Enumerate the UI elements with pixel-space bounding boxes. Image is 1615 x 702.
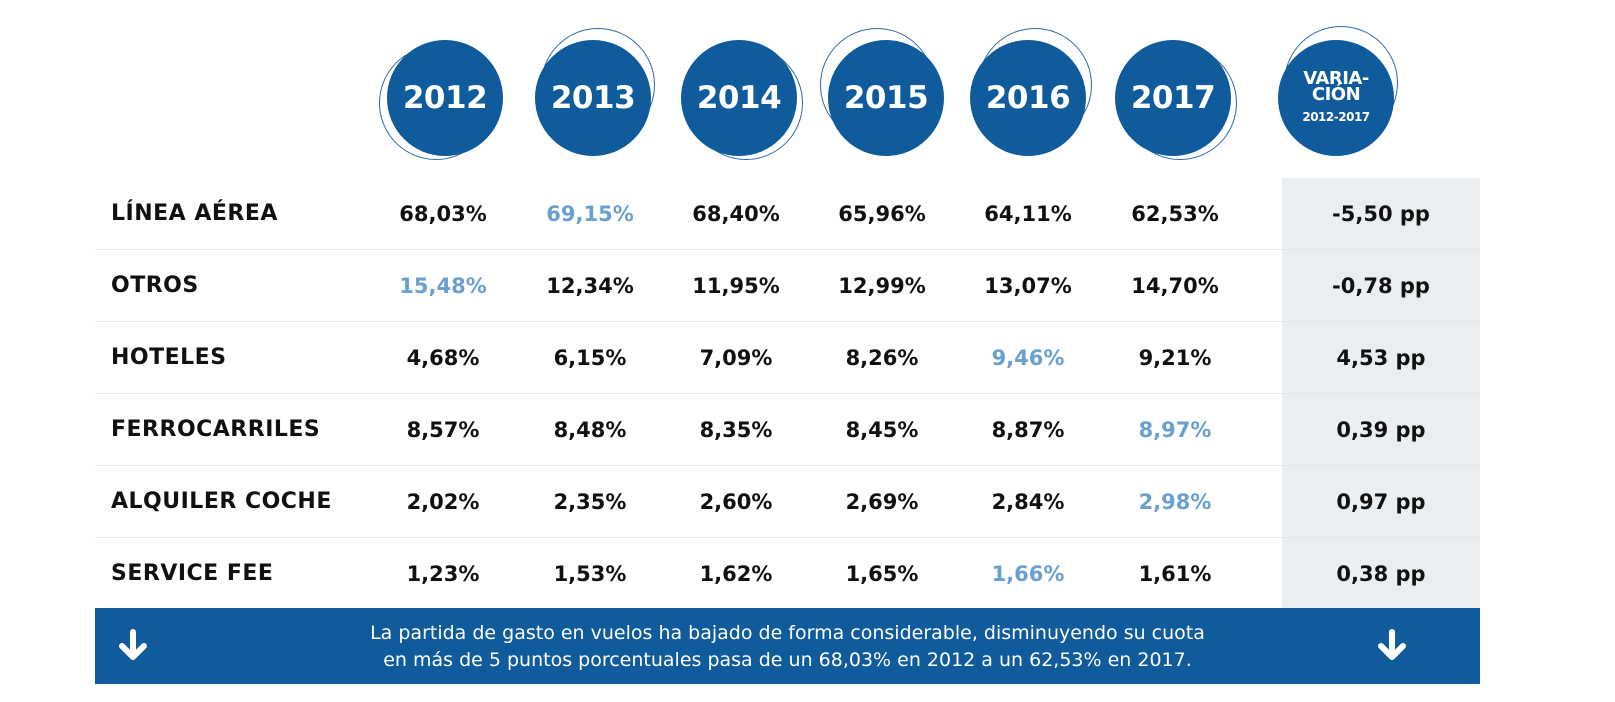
table-row: OTROS 15,48% 12,34% 11,95% 12,99% 13,07% 14,70… <box>95 250 1480 322</box>
value-cell: 1,23% <box>406 561 480 586</box>
value-cell: 8,35% <box>699 417 773 442</box>
value-cell: 15,48% <box>399 273 487 298</box>
value-cell: 68,40% <box>692 201 780 226</box>
row-label: ALQUILER COCHE <box>111 489 332 514</box>
table-row: ALQUILER COCHE 2,02% 2,35% 2,60% 2,69% 2,84% 2… <box>95 466 1480 538</box>
arrow-down-icon <box>113 626 153 666</box>
row-label: LÍNEA AÉREA <box>111 201 278 226</box>
year-bubble-2014: 2014 <box>681 40 803 160</box>
value-cell: 14,70% <box>1131 273 1219 298</box>
value-cell: 9,46% <box>991 345 1065 370</box>
value-cell: 11,95% <box>692 273 780 298</box>
variation-cell: 0,38 pp <box>1282 538 1480 609</box>
value-cell: 2,60% <box>699 489 773 514</box>
value-cell: 13,07% <box>984 273 1072 298</box>
value-cell: 65,96% <box>838 201 926 226</box>
value-cell: 9,21% <box>1138 345 1212 370</box>
variation-cell: 0,97 pp <box>1282 466 1480 537</box>
row-label: OTROS <box>111 273 199 298</box>
value-cell: 1,61% <box>1138 561 1212 586</box>
value-cell: 1,53% <box>553 561 627 586</box>
row-label: SERVICE FEE <box>111 561 274 586</box>
value-cell: 1,65% <box>845 561 919 586</box>
value-cell: 2,98% <box>1138 489 1212 514</box>
value-cell: 8,57% <box>406 417 480 442</box>
year-label: 2016 <box>970 40 1086 156</box>
value-cell: 8,45% <box>845 417 919 442</box>
value-cell: 8,87% <box>991 417 1065 442</box>
value-cell: 2,35% <box>553 489 627 514</box>
value-cell: 8,48% <box>553 417 627 442</box>
table-row: LÍNEA AÉREA 68,03% 69,15% 68,40% 65,96% 64,11… <box>95 178 1480 250</box>
year-label: 2014 <box>681 40 797 156</box>
value-cell: 62,53% <box>1131 201 1219 226</box>
table-row: FERROCARRILES 8,57% 8,48% 8,35% 8,45% 8,87% 8,… <box>95 394 1480 466</box>
footer-message: La partida de gasto en vuelos ha bajado … <box>215 620 1360 674</box>
variation-header-line2: CIÓN <box>1311 84 1361 105</box>
year-bubble-2016: 2016 <box>970 28 1092 156</box>
variation-cell: -0,78 pp <box>1282 250 1480 321</box>
variation-bubble: VARIA- CIÓN 2012-2017 <box>1278 26 1398 156</box>
variation-header-line1: VARIA- <box>1303 68 1369 89</box>
footer-banner: La partida de gasto en vuelos ha bajado … <box>95 608 1480 684</box>
year-header: 2012 2013 2014 2015 2016 2017 VARIA- CIÓ… <box>0 0 1615 175</box>
value-cell: 2,84% <box>991 489 1065 514</box>
value-cell: 64,11% <box>984 201 1072 226</box>
value-cell: 6,15% <box>553 345 627 370</box>
year-label: 2013 <box>535 40 651 156</box>
variation-cell: -5,50 pp <box>1282 178 1480 249</box>
footer-line2: en más de 5 puntos porcentuales pasa de … <box>383 649 1192 671</box>
value-cell: 8,26% <box>845 345 919 370</box>
year-bubble-2015: 2015 <box>820 28 944 156</box>
variation-header: VARIA- CIÓN 2012-2017 <box>1278 40 1394 156</box>
expense-table: LÍNEA AÉREA 68,03% 69,15% 68,40% 65,96% 64,11… <box>95 178 1480 609</box>
value-cell: 2,69% <box>845 489 919 514</box>
year-label: 2012 <box>387 40 503 156</box>
value-cell: 8,97% <box>1138 417 1212 442</box>
year-label: 2017 <box>1115 40 1231 156</box>
value-cell: 2,02% <box>406 489 480 514</box>
value-cell: 1,62% <box>699 561 773 586</box>
value-cell: 7,09% <box>699 345 773 370</box>
variation-cell: 4,53 pp <box>1282 322 1480 393</box>
value-cell: 12,99% <box>838 273 926 298</box>
table-row: HOTELES 4,68% 6,15% 7,09% 8,26% 9,46% 9,21% 4,5… <box>95 322 1480 394</box>
variation-header-line3: 2012-2017 <box>1302 110 1370 124</box>
value-cell: 68,03% <box>399 201 487 226</box>
footer-line1: La partida de gasto en vuelos ha bajado … <box>370 622 1205 644</box>
row-label: HOTELES <box>111 345 227 370</box>
variation-cell: 0,39 pp <box>1282 394 1480 465</box>
value-cell: 12,34% <box>546 273 634 298</box>
arrow-down-icon <box>1372 626 1412 666</box>
row-label: FERROCARRILES <box>111 417 321 442</box>
value-cell: 1,66% <box>991 561 1065 586</box>
table-row: SERVICE FEE 1,23% 1,53% 1,62% 1,65% 1,66% 1,61… <box>95 538 1480 609</box>
year-label: 2015 <box>828 40 944 156</box>
year-bubble-2017: 2017 <box>1115 40 1237 160</box>
year-bubble-2013: 2013 <box>535 28 655 156</box>
value-cell: 4,68% <box>406 345 480 370</box>
value-cell: 69,15% <box>546 201 634 226</box>
year-bubble-2012: 2012 <box>379 40 503 160</box>
